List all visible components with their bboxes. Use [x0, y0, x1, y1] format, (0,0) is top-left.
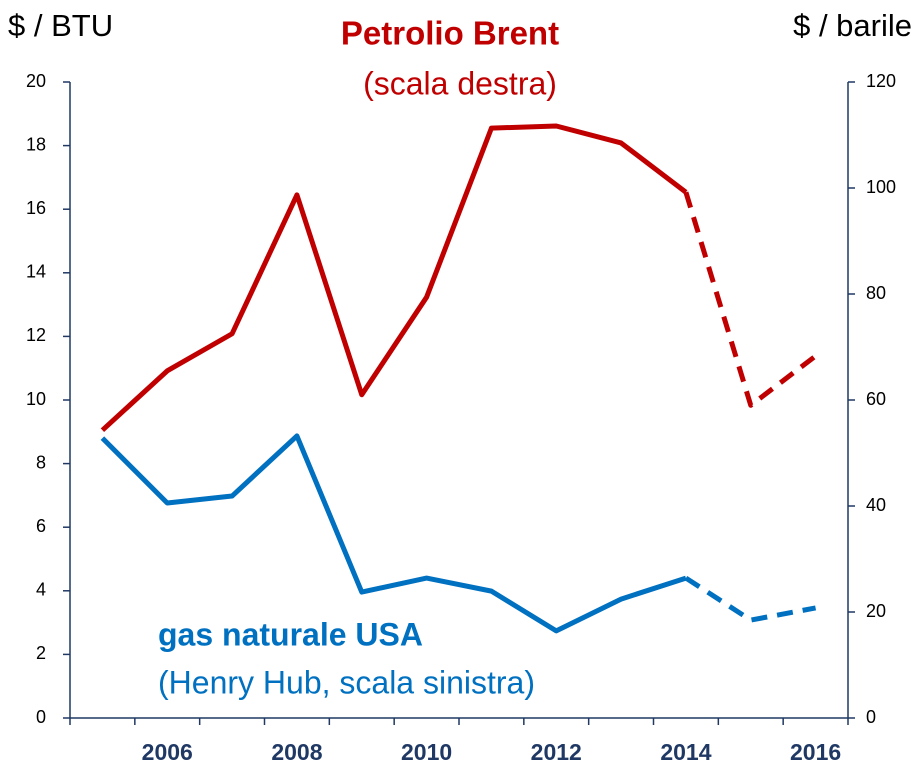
y-tick-label: 12: [26, 325, 46, 345]
x-tick-label: 2012: [531, 739, 582, 765]
x-tick-label: 2006: [142, 739, 193, 765]
x-tick-label: 2016: [790, 739, 841, 765]
x-tick-label: 2014: [660, 739, 711, 765]
y-axis-label: $ / BTU: [8, 8, 113, 43]
y-tick-label: 6: [36, 516, 46, 536]
y2-tick-label: 60: [866, 389, 886, 409]
series-note: (Henry Hub, scala sinistra): [158, 664, 535, 700]
series-line: [683, 191, 818, 408]
y-tick-label: 0: [36, 707, 46, 727]
y2-tick-label: 20: [866, 601, 886, 621]
series-note: (scala destra): [363, 65, 557, 101]
y2-tick-label: 100: [866, 177, 896, 197]
series-line: [684, 575, 817, 623]
x-tick-label: 2010: [401, 739, 452, 765]
y2-tick-label: 40: [866, 495, 886, 515]
y-tick-label: 18: [26, 134, 46, 154]
y-tick-label: 2: [36, 643, 46, 663]
y2-tick-label: 0: [866, 707, 876, 727]
series-line: [100, 433, 687, 634]
y-tick-label: 8: [36, 452, 46, 472]
y-tick-label: 14: [26, 262, 46, 282]
x-tick-label: 2008: [271, 739, 322, 765]
series-line: [100, 123, 688, 433]
y2-tick-label: 80: [866, 283, 886, 303]
y-tick-label: 4: [36, 580, 46, 600]
y-tick-label: 20: [26, 71, 46, 91]
y2-tick-label: 120: [866, 71, 896, 91]
y2-axis-label: $ / barile: [793, 8, 912, 43]
series-label: gas naturale USA: [158, 616, 423, 652]
y-tick-label: 10: [26, 389, 46, 409]
y-tick-label: 16: [26, 198, 46, 218]
series-label: Petrolio Brent: [341, 15, 559, 52]
